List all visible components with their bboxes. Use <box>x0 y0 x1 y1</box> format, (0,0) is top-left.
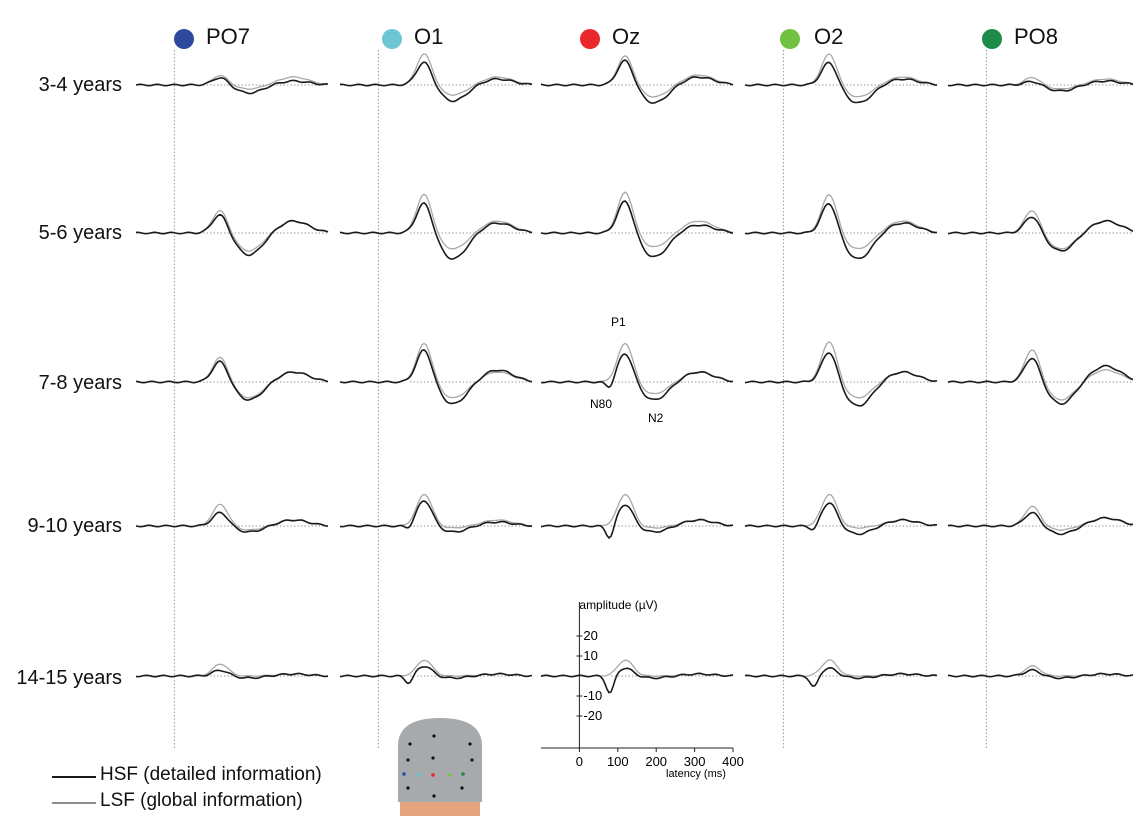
electrode <box>406 758 410 762</box>
hsf-trace <box>744 502 937 536</box>
lsf-trace <box>339 193 533 250</box>
age-label-7-8: 7-8 years <box>38 372 122 394</box>
hsf-trace <box>135 360 329 401</box>
channel-dot-oz <box>580 29 600 49</box>
lsf-trace <box>744 53 938 98</box>
hsf-trace <box>135 77 329 95</box>
hsf-trace <box>947 511 1133 536</box>
electrode <box>470 758 474 762</box>
hsf-trace <box>135 213 329 257</box>
head-electrode-map <box>398 718 482 816</box>
hsf-trace <box>540 667 734 694</box>
age-label-3-4: 3-4 years <box>38 74 122 96</box>
age-label-14-15: 14-15 years <box>16 667 122 689</box>
hsf-trace <box>947 357 1133 406</box>
hsf-trace <box>947 216 1133 252</box>
x-tick-label: 400 <box>722 754 744 769</box>
hsf-trace <box>339 666 533 685</box>
lsf-trace <box>744 193 938 250</box>
hsf-trace <box>744 202 938 260</box>
peak-annotation-p1: P1 <box>611 315 626 329</box>
electrode-o2 <box>448 773 452 777</box>
electrode <box>468 742 472 746</box>
peak-annotation-n2: N2 <box>648 411 664 425</box>
peak-annotation-n80: N80 <box>590 397 612 411</box>
legend-lsf-swatch <box>52 802 96 804</box>
lsf-trace <box>135 209 329 252</box>
y-tick-label: -20 <box>583 708 602 723</box>
lsf-trace <box>540 191 734 248</box>
lsf-trace <box>339 493 533 529</box>
legend-hsf-swatch <box>52 776 96 778</box>
channel-dot-po7 <box>174 29 194 49</box>
y-tick-label: 10 <box>583 648 597 663</box>
electrode <box>432 734 436 738</box>
y-tick-label: -10 <box>583 688 602 703</box>
electrode-oz <box>431 773 435 777</box>
legend-lsf-label: LSF (global information) <box>100 790 303 811</box>
electrode <box>408 742 412 746</box>
hsf-trace <box>540 59 734 104</box>
x-tick-label: 0 <box>576 754 583 769</box>
lsf-trace <box>744 341 937 399</box>
hsf-trace <box>947 79 1133 92</box>
channel-dot-po8 <box>982 29 1002 49</box>
electrode-o1 <box>416 773 420 777</box>
x-axis-label: latency (ms) <box>666 768 726 780</box>
lsf-trace <box>947 76 1133 90</box>
hsf-trace <box>540 504 734 540</box>
lsf-trace <box>540 55 734 98</box>
channel-label-po7: PO7 <box>206 24 251 49</box>
hsf-trace <box>339 201 533 260</box>
electrode <box>406 786 410 790</box>
x-tick-label: 300 <box>684 754 706 769</box>
hsf-trace <box>540 200 734 258</box>
hsf-trace <box>744 61 938 104</box>
electrode <box>460 786 464 790</box>
hsf-trace <box>744 666 938 688</box>
lsf-trace <box>135 356 329 399</box>
lsf-trace <box>744 659 938 678</box>
legend-hsf-label: HSF (detailed information) <box>100 764 322 785</box>
hsf-trace <box>135 669 329 680</box>
y-axis-label: amplitude (µV) <box>579 598 657 612</box>
channel-label-o2: O2 <box>814 24 844 49</box>
hsf-trace <box>339 348 533 405</box>
channel-label-po8: PO8 <box>1014 24 1059 49</box>
electrode-po7 <box>402 772 406 776</box>
hsf-trace <box>339 500 533 533</box>
channel-label-oz: Oz <box>612 24 641 49</box>
channel-label-o1: O1 <box>414 24 444 49</box>
channel-dot-o2 <box>780 29 800 49</box>
x-tick-label: 200 <box>645 754 667 769</box>
hsf-trace <box>947 668 1133 680</box>
electrode <box>432 794 436 798</box>
hsf-trace <box>744 352 938 407</box>
x-tick-label: 100 <box>607 754 629 769</box>
head-shape <box>398 718 482 802</box>
age-label-9-10: 9-10 years <box>27 515 123 537</box>
y-tick-label: 20 <box>583 628 597 643</box>
lsf-trace <box>947 210 1133 250</box>
channel-dot-o1 <box>382 29 402 49</box>
neck <box>400 798 480 816</box>
hsf-trace <box>339 61 533 103</box>
electrode-po8 <box>461 772 465 776</box>
lsf-trace <box>540 493 734 529</box>
hsf-trace <box>540 353 734 400</box>
lsf-trace <box>339 53 533 96</box>
lsf-trace <box>540 342 733 395</box>
electrode <box>431 756 435 760</box>
hsf-trace <box>135 511 329 533</box>
age-label-5-6: 5-6 years <box>38 222 122 244</box>
